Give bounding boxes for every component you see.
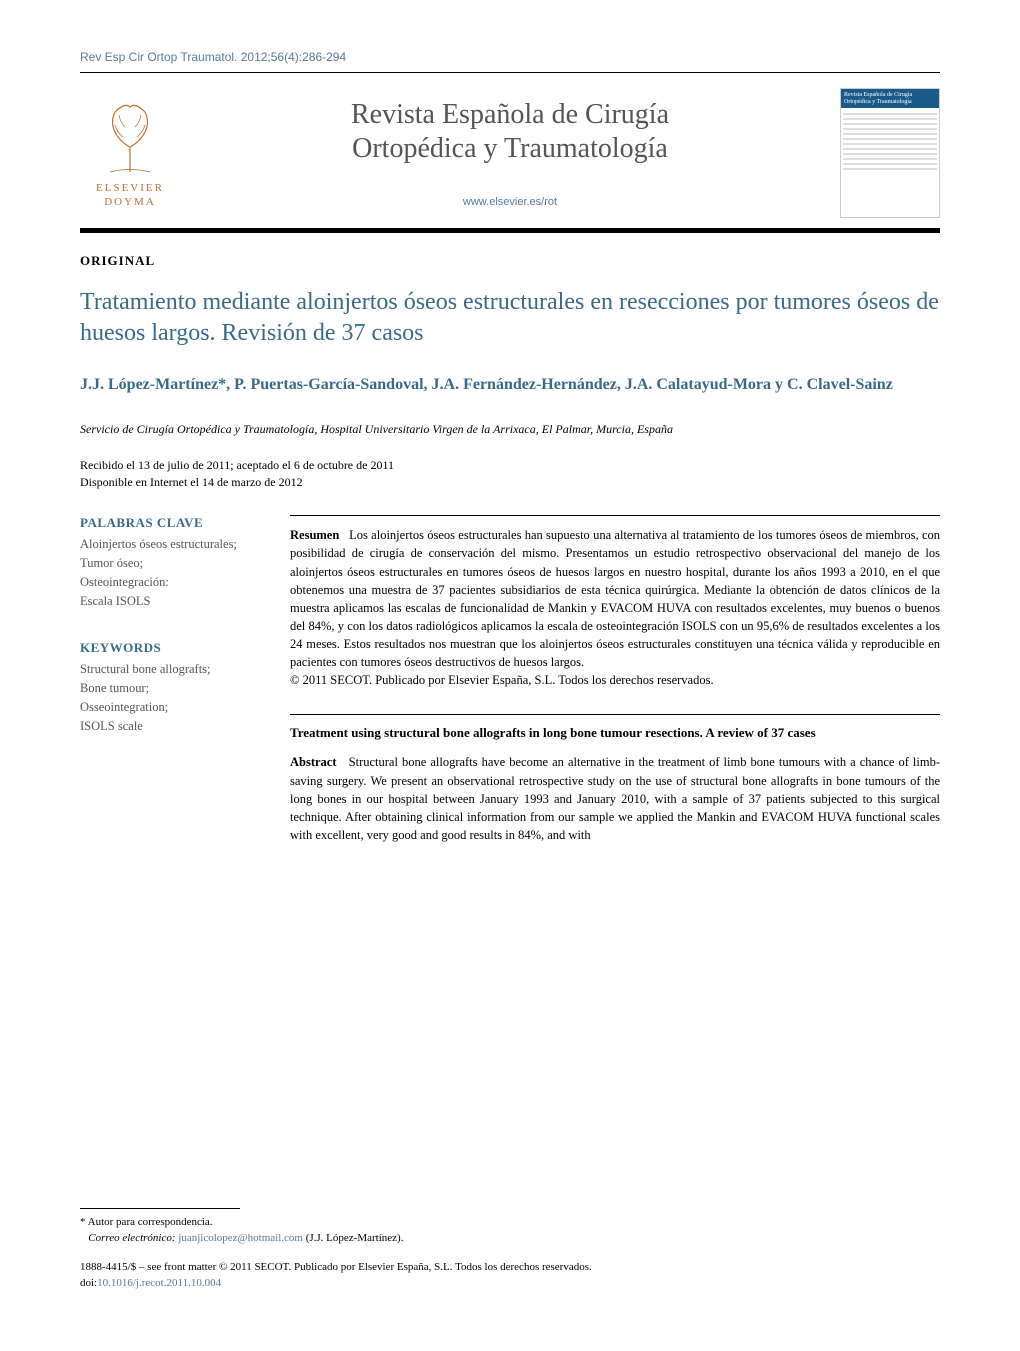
affiliation: Servicio de Cirugía Ortopédica y Traumat… — [80, 422, 940, 437]
abstract-container: PALABRAS CLAVE Aloinjertos óseos estruct… — [80, 515, 940, 869]
keywords-column: PALABRAS CLAVE Aloinjertos óseos estruct… — [80, 515, 260, 869]
keywords-es-list: Aloinjertos óseos estructurales; Tumor ó… — [80, 535, 260, 610]
copyright-block: 1888-4415/$ – see front matter © 2011 SE… — [80, 1260, 940, 1291]
publisher-line1: ELSEVIER — [96, 182, 164, 194]
abstract-es-text: Resumen Los aloinjertos óseos estructura… — [290, 526, 940, 689]
keywords-es-heading: PALABRAS CLAVE — [80, 515, 260, 531]
article-title: Tratamiento mediante aloinjertos óseos e… — [80, 287, 940, 349]
abstract-en-block: Treatment using structural bone allograf… — [290, 714, 940, 844]
masthead: ELSEVIER DOYMA Revista Española de Cirug… — [80, 88, 940, 218]
abstract-column: Resumen Los aloinjertos óseos estructura… — [290, 515, 940, 869]
keywords-en-block: KEYWORDS Structural bone allografts; Bon… — [80, 640, 260, 735]
received-accepted-date: Recibido el 13 de julio de 2011; aceptad… — [80, 457, 940, 474]
doi-link[interactable]: 10.1016/j.recot.2011.10.004 — [97, 1277, 221, 1289]
email-label: Correo electrónico: — [88, 1232, 175, 1244]
journal-cover-thumbnail: Revista Española de Cirugía Ortopédica y… — [840, 88, 940, 218]
publisher-line2: DOYMA — [104, 196, 156, 208]
article-dates: Recibido el 13 de julio de 2011; aceptad… — [80, 457, 940, 491]
abstract-es-copyright: © 2011 SECOT. Publicado por Elsevier Esp… — [290, 673, 714, 687]
correspondence-email[interactable]: juanjicolopez@hotmail.com — [178, 1232, 303, 1244]
footer: * Autor para correspondencia. Correo ele… — [80, 1208, 940, 1291]
journal-title-line2: Ortopédica y Traumatología — [352, 133, 668, 164]
elsevier-tree-icon — [95, 97, 165, 177]
article-type: ORIGINAL — [80, 253, 940, 269]
top-rule — [80, 72, 940, 73]
footnote-rule — [80, 1208, 240, 1209]
email-suffix: (J.J. López-Martínez). — [306, 1232, 404, 1244]
running-head: Rev Esp Cir Ortop Traumatol. 2012;56(4):… — [80, 50, 940, 64]
copyright-line: 1888-4415/$ – see front matter © 2011 SE… — [80, 1260, 940, 1275]
thick-rule — [80, 228, 940, 233]
keywords-en-heading: KEYWORDS — [80, 640, 260, 656]
cover-header: Revista Española de Cirugía Ortopédica y… — [841, 89, 939, 108]
abstract-es-block: Resumen Los aloinjertos óseos estructura… — [290, 515, 940, 689]
journal-title-block: Revista Española de Cirugía Ortopédica y… — [180, 98, 840, 207]
keywords-es-block: PALABRAS CLAVE Aloinjertos óseos estruct… — [80, 515, 260, 610]
journal-title: Revista Española de Cirugía Ortopédica y… — [200, 98, 820, 165]
journal-url[interactable]: www.elsevier.es/rot — [200, 196, 820, 208]
abstract-es-label: Resumen — [290, 528, 339, 542]
abstract-en-text: Abstract Structural bone allografts have… — [290, 753, 940, 844]
publisher-logo: ELSEVIER DOYMA — [80, 93, 180, 213]
correspondence-footnote: * Autor para correspondencia. Correo ele… — [80, 1215, 940, 1246]
online-date: Disponible en Internet el 14 de marzo de… — [80, 474, 940, 491]
abstract-en-title: Treatment using structural bone allograf… — [290, 725, 940, 741]
publisher-name: ELSEVIER DOYMA — [96, 181, 164, 210]
cover-body — [841, 108, 939, 175]
journal-title-line1: Revista Española de Cirugía — [351, 99, 669, 130]
correspondence-label: * Autor para correspondencia. — [80, 1215, 940, 1230]
keywords-en-list: Structural bone allografts; Bone tumour;… — [80, 660, 260, 735]
authors: J.J. López-Martínez*, P. Puertas-García-… — [80, 374, 940, 396]
abstract-es-body: Los aloinjertos óseos estructurales han … — [290, 528, 940, 669]
doi-label: doi: — [80, 1277, 97, 1289]
abstract-en-label: Abstract — [290, 755, 337, 769]
abstract-en-body: Structural bone allografts have become a… — [290, 755, 940, 842]
